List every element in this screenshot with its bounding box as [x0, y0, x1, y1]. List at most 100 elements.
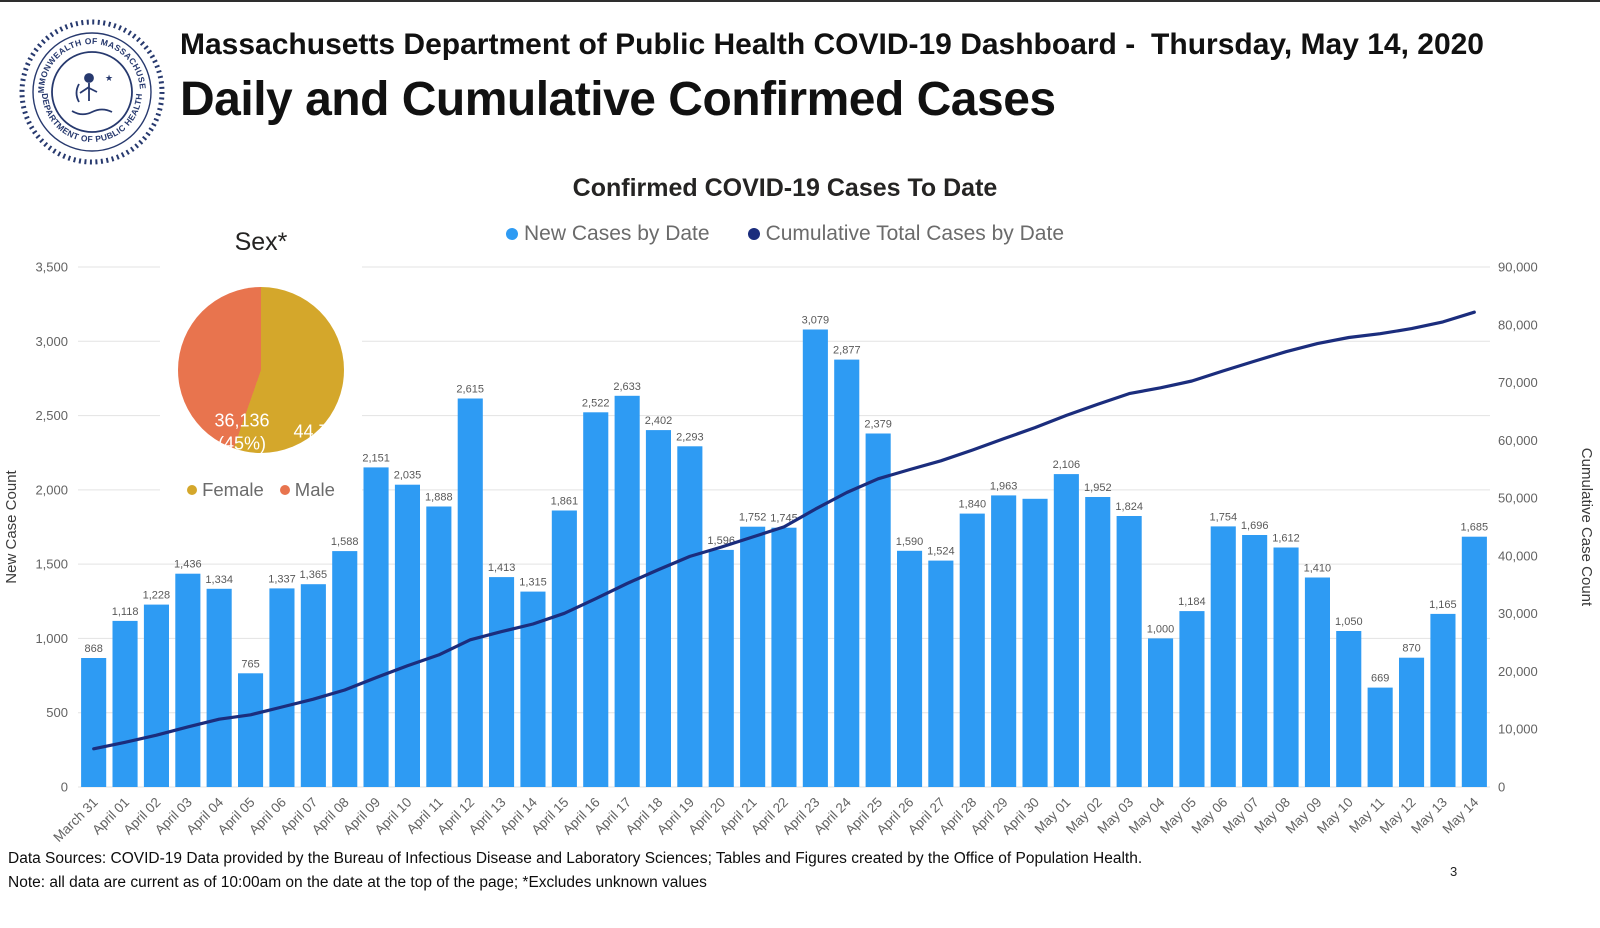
bar-may-04[interactable] [1148, 638, 1174, 787]
bar-value-label: 2,379 [864, 419, 892, 431]
legend-item-male[interactable]: Male [279, 479, 335, 501]
bar-may-12[interactable] [1399, 657, 1425, 787]
page-number: 3 [1450, 864, 1458, 879]
svg-text:DEPARTMENT OF PUBLIC HEALTH: DEPARTMENT OF PUBLIC HEALTH [40, 93, 144, 144]
logo-inner-ring [51, 51, 133, 133]
bar-may-10[interactable] [1336, 631, 1362, 787]
bar-value-label: 2,035 [394, 470, 422, 482]
right-axis-tick: 20,000 [1498, 664, 1538, 679]
male-slice-value: 36,136 [214, 410, 270, 431]
bar-may-01[interactable] [1053, 474, 1079, 787]
right-axis-tick: 10,000 [1498, 722, 1538, 737]
bar-april-11[interactable] [426, 506, 452, 788]
x-axis-tick: May 14 [1440, 794, 1482, 836]
female-slice-label: 44,782 (55%) [293, 421, 348, 468]
bar-april-20[interactable] [708, 549, 734, 787]
logo-ring-bottom-text: DEPARTMENT OF PUBLIC HEALTH [40, 93, 144, 144]
bar-may-02[interactable] [1085, 497, 1111, 787]
bar-april-21[interactable] [740, 526, 766, 787]
bar-value-label: 1,590 [896, 536, 924, 548]
bar-value-label: 2,151 [362, 452, 390, 464]
left-axis-title: New Case Count [3, 469, 20, 583]
bar-april-29[interactable] [991, 495, 1017, 787]
bar-value-label: 868 [85, 643, 103, 655]
cumulative-total-line[interactable] [92, 310, 1476, 751]
bar-april-01[interactable] [112, 620, 138, 787]
bar-april-13[interactable] [489, 577, 515, 787]
x-axis-tick: May 10 [1314, 795, 1356, 837]
bar-value-label: 1,952 [1084, 482, 1112, 494]
bar-value-label: 3,079 [802, 315, 830, 327]
male-slice-label: 36,136 (45%) [214, 410, 269, 457]
bar-april-17[interactable] [614, 395, 640, 787]
new-cases-legend-dot-icon [506, 228, 518, 240]
report-date: Thursday, May 14, 2020 [1151, 28, 1484, 61]
bar-march-31[interactable] [81, 658, 107, 787]
right-axis-tick: 30,000 [1498, 606, 1538, 621]
bar-april-24[interactable] [834, 359, 860, 787]
bar-april-07[interactable] [300, 584, 326, 787]
bar-april-19[interactable] [677, 446, 703, 787]
bar-may-03[interactable] [1116, 516, 1142, 787]
bar-value-label: 1,888 [425, 492, 453, 504]
bar-april-26[interactable] [897, 550, 923, 787]
bar-value-label: 870 [1402, 643, 1420, 655]
bar-april-15[interactable] [551, 510, 577, 788]
bar-april-25[interactable] [865, 433, 891, 788]
bar-april-06[interactable] [269, 588, 295, 787]
bar-april-02[interactable] [143, 604, 169, 787]
legend-item-female[interactable]: Female [187, 479, 264, 501]
bar-value-label: 1,184 [1178, 596, 1206, 608]
bar-may-06[interactable] [1210, 526, 1236, 787]
bar-value-label: 2,106 [1053, 459, 1081, 471]
bar-value-label: 1,524 [927, 546, 955, 558]
bar-april-08[interactable] [332, 551, 358, 787]
logo-star-icon: ★ [105, 73, 113, 83]
bar-april-27[interactable] [928, 560, 954, 787]
bar-may-05[interactable] [1179, 611, 1205, 787]
legend-item-cumulative[interactable]: Cumulative Total Cases by Date [747, 222, 1064, 246]
bar-may-13[interactable] [1430, 613, 1456, 787]
bar-value-label: 1,612 [1272, 533, 1300, 545]
bar-april-22[interactable] [771, 527, 797, 787]
bar-may-08[interactable] [1273, 547, 1299, 788]
bar-value-label: 1,754 [1210, 511, 1238, 523]
bar-april-23[interactable] [802, 329, 828, 788]
mass-dph-logo: COMMONWEALTH OF MASSACHUSETTS DEPARTMENT… [16, 8, 165, 165]
right-axis-tick: 40,000 [1498, 548, 1538, 563]
bar-value-label: 1,861 [551, 496, 579, 508]
bar-may-11[interactable] [1367, 687, 1393, 787]
bar-value-label: 1,588 [331, 536, 359, 548]
logo-outer-ring [32, 32, 152, 152]
bar-value-label: 1,050 [1335, 616, 1363, 628]
bar-april-12[interactable] [457, 398, 483, 788]
bar-may-07[interactable] [1242, 535, 1268, 787]
cumulative-legend-dot-icon [747, 228, 760, 240]
bar-value-label: 1,228 [143, 590, 171, 602]
pie-title: Sex* [234, 228, 288, 256]
bar-may-09[interactable] [1304, 577, 1330, 788]
bar-april-10[interactable] [394, 484, 420, 787]
bar-april-09[interactable] [363, 467, 389, 787]
bar-april-28[interactable] [959, 513, 985, 787]
legend-label-new-cases: New Cases by Date [524, 222, 710, 245]
bar-april-03[interactable] [175, 573, 201, 787]
sex-pie-chart[interactable]: 36,136 (45%) 44,782 (55%) [178, 287, 349, 465]
bar-may-14[interactable] [1461, 536, 1487, 787]
right-axis-tick: 70,000 [1498, 375, 1538, 390]
bar-value-label: 1,685 [1461, 522, 1489, 534]
bar-april-30[interactable] [1022, 498, 1048, 787]
bar-april-05[interactable] [238, 673, 264, 787]
dashboard-title: Massachusetts Department of Public Healt… [180, 28, 1136, 61]
bar-value-label: 1,000 [1147, 623, 1175, 635]
female-legend-dot-icon [187, 485, 198, 495]
legend-item-new-cases[interactable]: New Cases by Date [506, 222, 710, 246]
bar-value-label: 1,337 [268, 573, 296, 585]
bar-april-18[interactable] [645, 430, 671, 787]
bar-value-label: 2,293 [676, 431, 704, 443]
bar-april-04[interactable] [206, 588, 232, 787]
male-slice-pct: (45%) [217, 434, 266, 454]
sex-pie-visual: Sex* 36,136 (45%) 44,782 (55%) Female Ma… [160, 228, 362, 520]
bar-value-label: 1,413 [488, 562, 516, 574]
left-axis-tick: 1,500 [35, 557, 68, 572]
